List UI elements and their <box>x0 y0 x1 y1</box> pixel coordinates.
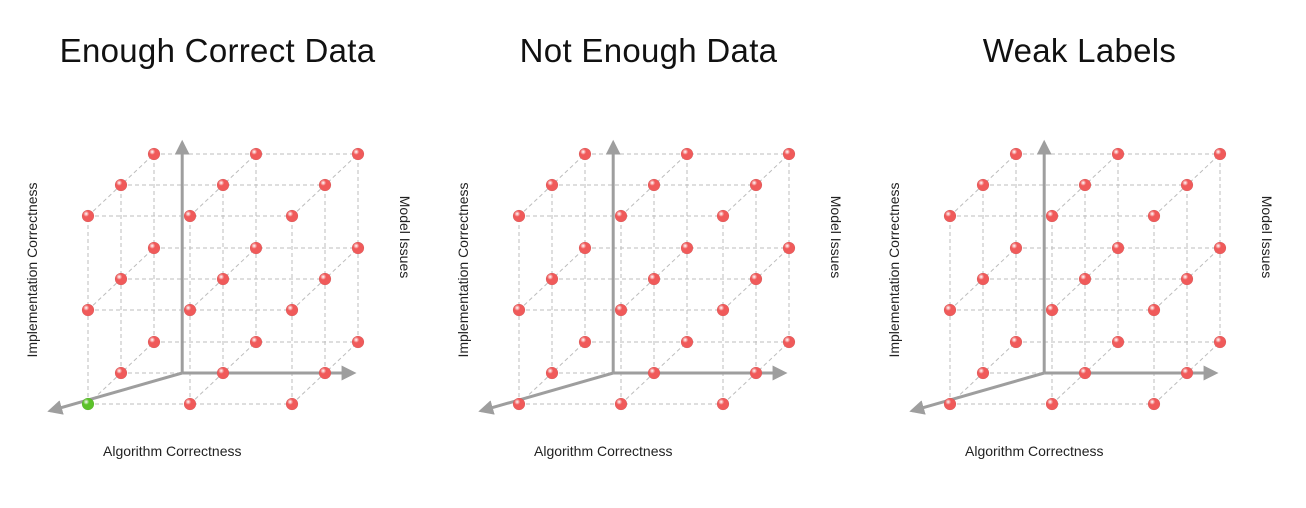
data-point <box>1045 209 1059 223</box>
x-axis-label: Algorithm Correctness <box>534 443 673 459</box>
data-point <box>578 335 592 349</box>
data-point <box>943 303 957 317</box>
data-point <box>943 397 957 411</box>
data-point <box>249 147 263 161</box>
data-point <box>680 147 694 161</box>
panel-title: Not Enough Data <box>519 32 778 69</box>
data-point <box>749 178 763 192</box>
data-point <box>351 335 365 349</box>
z-axis <box>909 371 1045 415</box>
data-point <box>1009 147 1023 161</box>
data-point <box>183 397 197 411</box>
data-point <box>976 366 990 380</box>
data-point <box>1078 272 1092 286</box>
data-point <box>512 303 526 317</box>
data-point <box>782 335 796 349</box>
data-point <box>216 272 230 286</box>
data-point <box>647 272 661 286</box>
data-point <box>680 241 694 255</box>
data-point <box>1147 209 1161 223</box>
data-point <box>782 147 796 161</box>
data-point <box>1147 303 1161 317</box>
data-point <box>318 272 332 286</box>
data-point <box>249 241 263 255</box>
data-point <box>943 209 957 223</box>
data-point <box>976 178 990 192</box>
data-point <box>647 366 661 380</box>
data-point <box>183 209 197 223</box>
data-point <box>147 147 161 161</box>
data-point <box>1111 147 1125 161</box>
data-point <box>318 178 332 192</box>
z-axis <box>478 371 614 415</box>
data-point <box>716 303 730 317</box>
data-point <box>249 335 263 349</box>
data-point <box>1078 366 1092 380</box>
data-point <box>512 209 526 223</box>
data-point <box>578 241 592 255</box>
data-point <box>1009 241 1023 255</box>
data-point <box>545 366 559 380</box>
data-point <box>1111 241 1125 255</box>
x-axis-label: Algorithm Correctness <box>965 443 1104 459</box>
data-point <box>1213 241 1227 255</box>
panel-not-enough-data: Not Enough Data Implementation Correctne… <box>431 0 866 508</box>
data-point <box>114 272 128 286</box>
cube-plot <box>909 139 1227 415</box>
data-point <box>216 178 230 192</box>
data-point <box>716 209 730 223</box>
data-point <box>1009 335 1023 349</box>
cube-plot <box>47 139 365 415</box>
data-point <box>1213 335 1227 349</box>
data-point <box>114 366 128 380</box>
data-point <box>1213 147 1227 161</box>
data-point <box>81 209 95 223</box>
x-axis-label: Algorithm Correctness <box>103 443 242 459</box>
panel-weak-labels: Weak Labels Implementation Correctness M… <box>862 0 1297 508</box>
data-point <box>1147 397 1161 411</box>
data-point <box>749 366 763 380</box>
data-point <box>1078 178 1092 192</box>
data-point <box>647 178 661 192</box>
data-point <box>578 147 592 161</box>
data-point <box>976 272 990 286</box>
data-point <box>351 241 365 255</box>
data-point <box>1045 397 1059 411</box>
data-point <box>1180 178 1194 192</box>
data-point <box>1045 303 1059 317</box>
data-point <box>183 303 197 317</box>
data-point <box>1180 272 1194 286</box>
data-point <box>81 303 95 317</box>
data-point <box>1180 366 1194 380</box>
data-point <box>285 303 299 317</box>
data-point <box>545 178 559 192</box>
panel-enough-correct-data: Enough Correct Data Implementation Corre… <box>0 0 435 508</box>
data-point <box>285 397 299 411</box>
data-point <box>318 366 332 380</box>
data-point <box>114 178 128 192</box>
z-axis <box>47 371 183 415</box>
data-point <box>614 209 628 223</box>
data-point <box>614 397 628 411</box>
data-point <box>512 397 526 411</box>
data-point <box>680 335 694 349</box>
data-point <box>285 209 299 223</box>
data-point <box>351 147 365 161</box>
data-point <box>545 272 559 286</box>
data-point <box>1111 335 1125 349</box>
data-point <box>716 397 730 411</box>
data-point <box>147 241 161 255</box>
data-point <box>782 241 796 255</box>
cube-plot <box>478 139 796 415</box>
panel-title: Weak Labels <box>982 32 1177 69</box>
highlight-point <box>81 397 95 411</box>
data-point <box>147 335 161 349</box>
data-point <box>614 303 628 317</box>
data-point <box>749 272 763 286</box>
panel-title: Enough Correct Data <box>59 32 376 69</box>
data-point <box>216 366 230 380</box>
